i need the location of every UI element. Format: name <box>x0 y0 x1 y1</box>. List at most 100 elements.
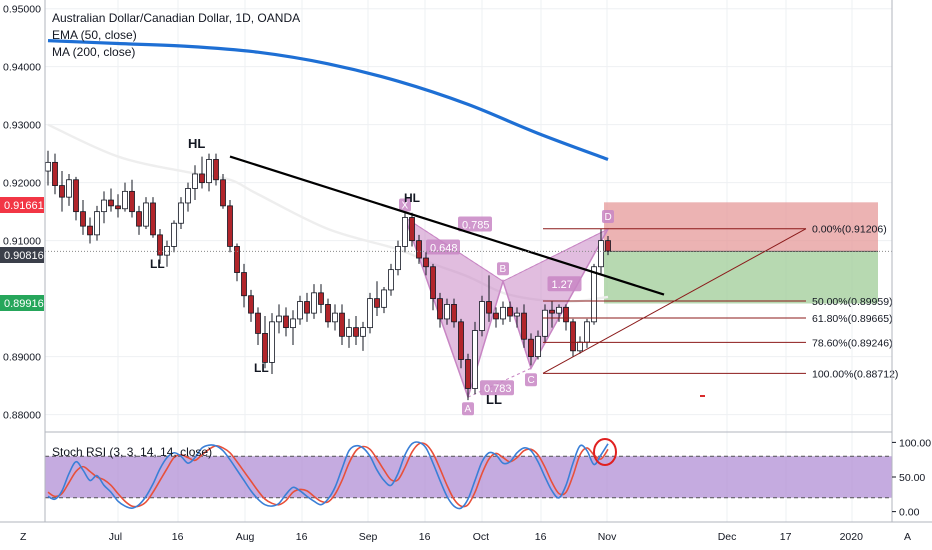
time-axis[interactable]: Jul 16 Aug 16 Sep 16 Oct 16 Nov Dec 17 2020 <box>109 531 863 543</box>
candle-body <box>318 292 324 305</box>
candle-body <box>423 257 429 268</box>
candle-body <box>248 295 254 314</box>
candle-body <box>206 159 212 184</box>
candle-body <box>87 225 93 236</box>
harmonic-point-d-bg <box>602 210 614 224</box>
symbol-title: Australian Dollar/Canadian Dollar, 1D, O… <box>52 11 300 25</box>
candle-body <box>437 298 443 320</box>
time-tick-label: 17 <box>780 531 792 543</box>
candle-body <box>444 304 450 320</box>
candle-body <box>451 304 457 323</box>
candle-body <box>493 312 499 320</box>
candle-body <box>108 199 114 207</box>
stop-loss-zone[interactable] <box>604 202 878 252</box>
harmonic-xb <box>404 217 504 282</box>
candle-body <box>283 315 289 329</box>
candle-body <box>402 217 408 247</box>
price-tick-label: 0.92000 <box>3 178 41 190</box>
svg-text:0.89916: 0.89916 <box>4 298 44 310</box>
candle-body <box>269 321 275 363</box>
candle-body <box>227 205 233 247</box>
stoch-k-line <box>47 441 609 510</box>
harmonic-point-a-bg <box>462 402 474 416</box>
candle-body <box>290 318 296 329</box>
candle-body <box>150 202 156 236</box>
candle-body <box>598 240 604 268</box>
price-tick-label: 0.91000 <box>3 236 41 248</box>
candle-body <box>339 312 345 337</box>
harmonic-ratio: 0.785 <box>462 219 490 231</box>
target-zone[interactable] <box>604 251 878 304</box>
candle-body <box>101 199 107 213</box>
harmonic-point-a: A <box>465 404 472 415</box>
candle-body <box>59 185 65 198</box>
harmonic-bd <box>502 228 609 282</box>
fib-level-label: 78.60%(0.89246) <box>812 337 893 349</box>
candle-body <box>360 327 366 337</box>
time-tick-label: 16 <box>419 531 431 543</box>
fib-level-label: 50.00%(0.89959) <box>812 296 893 308</box>
candle-body <box>199 173 205 184</box>
chart-legend: Australian Dollar/Canadian Dollar, 1D, O… <box>52 11 300 459</box>
candle-body <box>129 190 135 213</box>
candle-body <box>542 309 548 337</box>
candle-body <box>500 306 506 320</box>
harmonic-point-d: D <box>605 212 612 223</box>
candle-body <box>122 190 128 210</box>
ma-200-line <box>47 38 609 161</box>
harmonic-pattern[interactable]: X A B C D 0.785 0.648 1.27 0.783 <box>399 198 614 416</box>
candle-body <box>52 161 58 186</box>
svg-text:0.91661: 0.91661 <box>4 200 44 212</box>
price-axis[interactable]: 0.95000 0.94000 0.93000 0.92000 0.91000 0.890… <box>3 4 41 422</box>
time-tick-label: 2020 <box>840 531 864 543</box>
stoch-rsi-pane <box>45 431 892 510</box>
candle-body <box>171 222 177 247</box>
ma-legend: MA (200, close) <box>52 45 135 59</box>
oscillator-axis[interactable]: 100.00 50.00 0.00 <box>892 437 931 519</box>
stoch-d-line <box>47 442 609 508</box>
candle-body <box>570 321 576 352</box>
zoom-corner-button[interactable]: Z <box>20 531 27 543</box>
candle-body <box>430 266 436 300</box>
price-tick-label: 0.95000 <box>3 4 41 16</box>
annotation-ll3: LL <box>486 392 502 407</box>
candle-body <box>486 301 492 314</box>
candle-body <box>472 330 478 389</box>
stop-price-label: 0.91661 <box>0 197 44 213</box>
candle-body <box>507 306 513 317</box>
harmonic-ratio: 1.27 <box>552 279 573 291</box>
candle-body <box>311 292 317 314</box>
candle-body <box>479 301 485 331</box>
candle-body <box>605 240 611 252</box>
candle-body <box>66 179 72 198</box>
time-tick-label: Dec <box>718 531 737 543</box>
candle-body <box>178 202 184 224</box>
candle-body <box>45 161 51 172</box>
harmonic-ratio: 0.648 <box>430 242 458 254</box>
candle-body <box>80 211 86 227</box>
candle-body <box>220 179 226 207</box>
candle-body <box>346 327 352 337</box>
time-tick-label: 16 <box>535 531 547 543</box>
candle-body <box>591 266 597 323</box>
candle-body <box>584 321 590 343</box>
candle-body <box>164 246 170 256</box>
candle-body <box>325 304 331 323</box>
candle-body <box>255 312 261 334</box>
harmonic-point-b: B <box>500 264 507 275</box>
annotation-hl1: HL <box>188 136 205 151</box>
time-tick-label: Oct <box>473 531 489 543</box>
candle-body <box>577 341 583 352</box>
trend-line[interactable] <box>229 155 665 296</box>
candle-body <box>409 217 415 242</box>
fib-level-label: 61.80%(0.89665) <box>812 313 893 325</box>
candle-body <box>332 312 338 323</box>
fib-retracement[interactable]: 0.00%(0.91206) 50.00%(0.89959) 61.80%(0.89… <box>542 224 898 381</box>
candle-body <box>528 338 534 358</box>
candle-body <box>353 327 359 337</box>
price-tick-label: 0.94000 <box>3 62 41 74</box>
time-tick-label: 16 <box>296 531 308 543</box>
auto-scale-button[interactable]: A <box>904 531 911 543</box>
annotation-hl2: HL <box>404 191 420 205</box>
